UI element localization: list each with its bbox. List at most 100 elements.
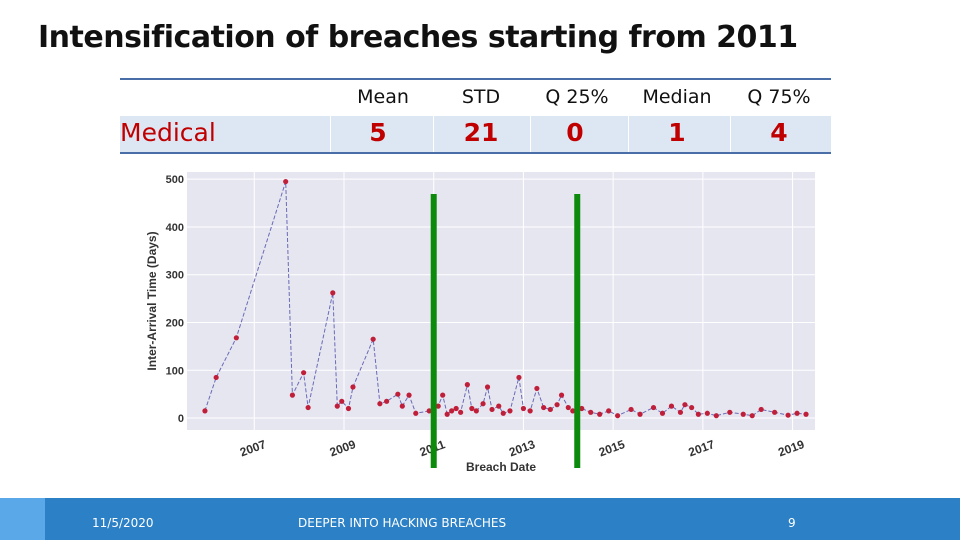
data-point xyxy=(213,374,219,381)
footer-date: 11/5/2020 xyxy=(92,516,154,530)
y-tick-label: 500 xyxy=(166,174,184,186)
data-point xyxy=(547,406,553,413)
data-point xyxy=(345,405,352,412)
data-point xyxy=(588,409,594,415)
x-tick-label: 2013 xyxy=(507,437,537,459)
data-point xyxy=(527,408,533,414)
data-point xyxy=(554,402,560,408)
data-point xyxy=(283,178,289,185)
y-tick-label: 100 xyxy=(166,365,184,377)
data-point xyxy=(301,370,307,376)
data-point xyxy=(449,408,455,414)
column-divider xyxy=(730,116,731,152)
stats-table: Mean STD Q 25% Median Q 75% Medical 5 21… xyxy=(120,78,831,154)
value-mean: 5 xyxy=(369,118,387,147)
data-point xyxy=(330,290,336,296)
data-point xyxy=(534,385,540,392)
data-point xyxy=(803,411,809,417)
data-point xyxy=(682,402,688,408)
data-point xyxy=(516,374,522,381)
data-point xyxy=(565,404,571,411)
data-point xyxy=(350,384,356,390)
data-point xyxy=(507,408,513,414)
gridlines xyxy=(187,172,815,430)
data-point xyxy=(440,392,446,398)
data-point xyxy=(413,410,419,416)
data-point xyxy=(579,405,585,412)
column-divider xyxy=(530,116,531,152)
x-axis-ticks: 2007200920112013201520172019 xyxy=(238,437,806,459)
data-point xyxy=(233,335,239,341)
data-point xyxy=(395,391,401,397)
data-point xyxy=(480,401,486,407)
data-point xyxy=(704,410,710,416)
header-q25: Q 25% xyxy=(545,86,609,108)
y-axis-ticks: 0 100 200 300 400 500 xyxy=(166,174,184,425)
x-tick-label: 2017 xyxy=(687,437,717,459)
header-std: STD xyxy=(461,86,501,108)
data-point xyxy=(628,406,634,413)
header-q75: Q 75% xyxy=(747,86,811,108)
slide-footer: 11/5/2020 DEEPER INTO HACKING BREACHES 9 xyxy=(0,498,960,540)
value-q25: 0 xyxy=(566,118,584,147)
header-median: Median xyxy=(642,86,712,108)
data-points xyxy=(202,178,809,419)
stats-data-row xyxy=(120,116,831,152)
slide-title: Intensification of breaches starting fro… xyxy=(38,20,798,55)
data-point xyxy=(695,411,701,417)
data-point xyxy=(334,403,340,409)
data-point xyxy=(289,392,296,398)
data-point xyxy=(794,410,800,416)
data-point xyxy=(615,413,621,419)
table-top-border xyxy=(120,78,831,80)
data-point xyxy=(202,408,208,414)
footer-accent xyxy=(0,498,45,540)
year-marker-line xyxy=(574,194,581,468)
data-point xyxy=(758,406,764,413)
data-point xyxy=(520,405,527,412)
data-point xyxy=(606,408,612,414)
data-point xyxy=(469,405,475,412)
data-point xyxy=(435,403,441,409)
data-point xyxy=(305,404,311,411)
column-divider xyxy=(628,116,629,152)
data-point xyxy=(740,411,746,417)
data-point xyxy=(668,403,675,409)
data-point xyxy=(399,403,405,409)
data-point xyxy=(597,411,603,417)
data-point xyxy=(453,405,459,412)
header-mean: Mean xyxy=(357,86,409,108)
x-tick-label: 2015 xyxy=(597,437,627,459)
value-median: 1 xyxy=(668,118,686,147)
data-point xyxy=(727,409,733,415)
page-number: 9 xyxy=(788,516,796,530)
data-point xyxy=(426,408,432,414)
data-point xyxy=(484,384,491,390)
data-point xyxy=(749,413,755,419)
year-marker-line xyxy=(430,194,437,468)
data-point xyxy=(558,392,565,398)
footer-title: DEEPER INTO HACKING BREACHES xyxy=(298,516,507,530)
data-point xyxy=(713,413,719,419)
data-point xyxy=(659,410,666,416)
y-tick-label: 0 xyxy=(178,413,184,425)
marker-lines xyxy=(430,194,581,468)
value-q75: 4 xyxy=(770,118,788,147)
data-point xyxy=(785,412,791,418)
data-point xyxy=(650,404,657,411)
row-label-medical: Medical xyxy=(120,118,216,147)
data-point xyxy=(677,409,684,415)
y-tick-label: 200 xyxy=(166,318,184,330)
x-tick-label: 2009 xyxy=(328,437,358,459)
table-bottom-border xyxy=(120,152,831,154)
data-point xyxy=(489,406,495,413)
data-point xyxy=(637,411,643,417)
data-point xyxy=(377,401,383,407)
data-point xyxy=(406,392,412,398)
column-divider xyxy=(330,116,331,152)
y-axis-label: Inter-Arrival Time (Days) xyxy=(145,231,159,370)
data-point xyxy=(500,410,506,416)
data-point xyxy=(570,408,576,414)
data-point xyxy=(772,409,778,415)
